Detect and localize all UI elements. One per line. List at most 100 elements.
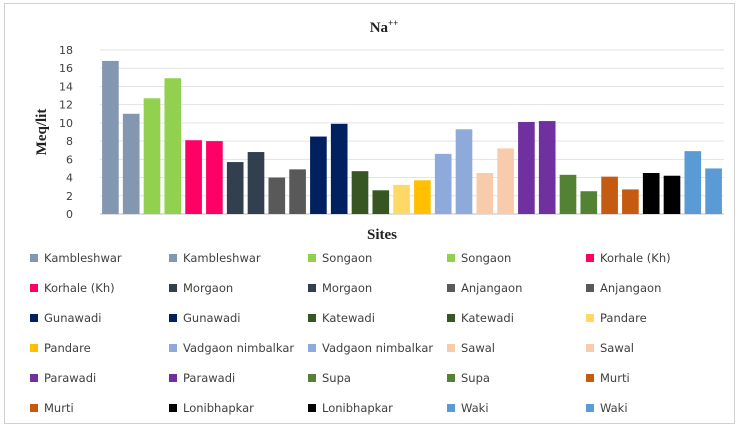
legend-item: Anjangaon bbox=[586, 279, 725, 297]
bar bbox=[601, 176, 618, 214]
bar bbox=[455, 129, 473, 214]
bar bbox=[226, 162, 244, 214]
gridlines bbox=[100, 49, 724, 215]
chart-title-sup: ++ bbox=[388, 18, 398, 28]
legend-label: Sawal bbox=[600, 341, 634, 355]
legend-swatch bbox=[169, 314, 177, 322]
legend-label: Korhale (Kh) bbox=[44, 281, 115, 295]
legend-swatch bbox=[586, 284, 594, 292]
legend-item: Pandare bbox=[586, 309, 725, 327]
legend-label: Katewadi bbox=[461, 311, 514, 325]
legend-item: Pandare bbox=[30, 339, 169, 357]
legend-swatch bbox=[586, 314, 594, 322]
legend-item: Katewadi bbox=[447, 309, 586, 327]
bar bbox=[310, 136, 327, 214]
bar bbox=[476, 173, 494, 214]
legend-item: Sawal bbox=[447, 339, 586, 357]
legend-swatch bbox=[447, 254, 455, 262]
legend-item: Songaon bbox=[447, 249, 586, 267]
legend-swatch bbox=[169, 344, 177, 352]
legend-item: Murti bbox=[586, 369, 725, 387]
bar bbox=[122, 113, 140, 214]
bar bbox=[289, 169, 306, 214]
bar bbox=[268, 177, 286, 214]
bar bbox=[414, 180, 431, 214]
y-tick-label: 16 bbox=[59, 62, 73, 75]
bar bbox=[185, 140, 202, 214]
legend-swatch bbox=[30, 404, 38, 412]
legend-item: Vadgaon nimbalkar bbox=[308, 339, 447, 357]
legend-swatch bbox=[586, 254, 594, 262]
legend-label: Katewadi bbox=[322, 311, 375, 325]
bar bbox=[372, 190, 390, 214]
legend-item: Parawadi bbox=[30, 369, 169, 387]
y-axis-label: Meq/lit bbox=[34, 109, 50, 156]
legend-item: Sawal bbox=[586, 339, 725, 357]
legend-item: Katewadi bbox=[308, 309, 447, 327]
bar bbox=[684, 151, 702, 214]
chart-title: Na++ bbox=[370, 18, 399, 36]
legend-label: Parawadi bbox=[44, 371, 97, 385]
bar bbox=[518, 121, 535, 214]
y-tick-label: 10 bbox=[59, 117, 73, 130]
legend-item: Parawadi bbox=[169, 369, 308, 387]
legend-label: Vadgaon nimbalkar bbox=[322, 341, 434, 355]
legend-label: Murti bbox=[600, 371, 630, 385]
legend-label: Anjangaon bbox=[600, 281, 662, 295]
bar bbox=[622, 189, 639, 214]
legend-swatch bbox=[30, 284, 38, 292]
legend-swatch bbox=[169, 254, 177, 262]
legend-label: Supa bbox=[322, 371, 351, 385]
legend-label: Murti bbox=[44, 401, 74, 415]
legend-item: Supa bbox=[447, 369, 586, 387]
legend-swatch bbox=[30, 314, 38, 322]
legend-swatch bbox=[447, 314, 455, 322]
legend-label: Vadgaon nimbalkar bbox=[183, 341, 295, 355]
legend-swatch bbox=[586, 404, 594, 412]
legend-label: Pandare bbox=[44, 341, 91, 355]
legend-label: Songaon bbox=[322, 251, 373, 265]
bar bbox=[580, 191, 598, 214]
legend-item: Waki bbox=[447, 399, 586, 417]
legend-item: Morgaon bbox=[169, 279, 308, 297]
bar bbox=[330, 123, 348, 214]
legend-label: Supa bbox=[461, 371, 490, 385]
legend-item: Korhale (Kh) bbox=[586, 249, 725, 267]
chart-frame bbox=[4, 3, 735, 424]
legend-label: Songaon bbox=[461, 251, 512, 265]
y-tick-label: 0 bbox=[66, 208, 73, 221]
legend-item: Songaon bbox=[308, 249, 447, 267]
bar bbox=[393, 184, 410, 214]
legend-swatch bbox=[30, 374, 38, 382]
legend-item: Supa bbox=[308, 369, 447, 387]
legend-label: Sawal bbox=[461, 341, 495, 355]
legend-label: Morgaon bbox=[322, 281, 373, 295]
legend-label: Parawadi bbox=[183, 371, 236, 385]
bar bbox=[497, 148, 514, 214]
legend-label: Lonibhapkar bbox=[183, 401, 254, 415]
chart-title-main: Na bbox=[370, 20, 389, 36]
legend-label: Lonibhapkar bbox=[322, 401, 393, 415]
legend-swatch bbox=[447, 344, 455, 352]
legend-label: Pandare bbox=[600, 311, 647, 325]
bar bbox=[351, 171, 369, 214]
legend-label: Waki bbox=[600, 401, 628, 415]
legend-label: Morgaon bbox=[183, 281, 234, 295]
legend: Kambleshwar Kambleshwar Songaon Songaon Korh… bbox=[30, 249, 730, 417]
legend-label: Gunawadi bbox=[183, 311, 241, 325]
legend-item: Morgaon bbox=[308, 279, 447, 297]
legend-swatch bbox=[169, 404, 177, 412]
y-tick-labels: 0 2 4 6 8 10 12 14 16 18 bbox=[59, 44, 73, 221]
legend-item: Murti bbox=[30, 399, 169, 417]
legend-item: Lonibhapkar bbox=[169, 399, 308, 417]
y-tick-label: 8 bbox=[66, 135, 73, 148]
legend-swatch bbox=[447, 374, 455, 382]
legend-label: Waki bbox=[461, 401, 489, 415]
y-tick-label: 14 bbox=[59, 80, 73, 93]
legend-swatch bbox=[447, 404, 455, 412]
legend-swatch bbox=[308, 254, 316, 262]
legend-swatch bbox=[586, 374, 594, 382]
y-tick-label: 4 bbox=[66, 172, 73, 185]
y-tick-label: 12 bbox=[59, 99, 73, 112]
